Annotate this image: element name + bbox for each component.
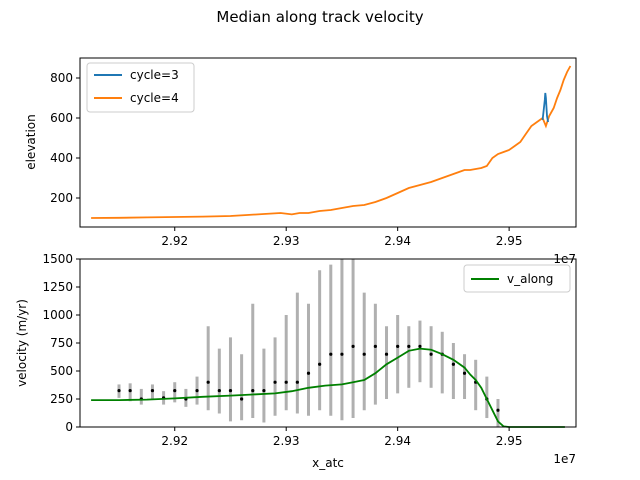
- velocity-measurement-point: [117, 389, 121, 393]
- velocity-measurement-point: [451, 362, 455, 366]
- velocity-measurement-point: [273, 380, 277, 384]
- velocity-x-tick-label: 2.94: [384, 434, 411, 448]
- velocity-measurement-point: [496, 408, 500, 412]
- velocity-legend: v_along: [463, 264, 571, 293]
- velocity-y-tick-label: 1000: [42, 308, 73, 322]
- legend-label-cycle-4: cycle=4: [130, 91, 179, 105]
- velocity-x-tick-label: 2.93: [273, 434, 300, 448]
- suptitle: Median along track velocity: [216, 8, 423, 26]
- velocity-measurement-point: [217, 389, 221, 393]
- elevation-plot-area: [91, 65, 572, 219]
- elevation-x-tick-label: 2.93: [273, 234, 300, 248]
- elevation-y-label: elevation: [24, 114, 38, 170]
- velocity-measurement-point: [418, 344, 422, 348]
- velocity-measurement-point: [407, 344, 411, 348]
- velocity-measurement-point: [228, 389, 233, 393]
- velocity-y-tick-label: 1500: [42, 252, 73, 266]
- elevation-y-tick-label: 800: [50, 71, 73, 85]
- elevation-axes: 2.92 2.93 2.94 2.95 200 400 600 800 elevation 1…: [24, 57, 577, 266]
- velocity-y-tick-label: 250: [50, 392, 73, 406]
- velocity-measurement-point: [173, 389, 177, 393]
- velocity-measurement-point: [240, 397, 244, 401]
- elevation-ticks: 2.92 2.93 2.94 2.95 200 400 600 800: [50, 71, 522, 248]
- velocity-measurement-point: [306, 371, 311, 375]
- velocity-measurement-point: [295, 380, 299, 384]
- elevation-x-tick-label: 2.95: [496, 234, 523, 248]
- velocity-y-tick-label: 500: [50, 364, 73, 378]
- elevation-y-tick-label: 400: [50, 151, 73, 165]
- elevation-x-tick-label: 2.94: [384, 234, 411, 248]
- elevation-x-tick-label: 2.92: [161, 234, 188, 248]
- velocity-y-tick-label: 1250: [42, 280, 73, 294]
- velocity-measurement-point: [329, 352, 333, 356]
- velocity-plot-area: [91, 259, 565, 428]
- series-line-v-along: [91, 347, 565, 428]
- elevation-y-tick-label: 200: [50, 191, 73, 205]
- series-line-cycle-3: [541, 92, 549, 123]
- velocity-x-tick-label: 2.92: [161, 434, 188, 448]
- elevation-legend: cycle=3 cycle=4: [86, 62, 195, 113]
- velocity-measurement-point: [429, 352, 433, 356]
- velocity-y-tick-label: 750: [50, 336, 73, 350]
- velocity-x-offset: 1e7: [553, 452, 576, 466]
- velocity-measurement-point: [351, 344, 355, 348]
- velocity-measurement-point: [251, 389, 255, 393]
- velocity-ticks: 2.92 2.93 2.94 2.95 0 250 500 750 1000 1250 1500: [42, 252, 522, 448]
- velocity-measurement-point: [318, 362, 322, 366]
- velocity-axes: 2.92 2.93 2.94 2.95 0 250 500 750 1000 1250 1500 v…: [15, 252, 577, 470]
- velocity-measurement-point: [340, 352, 344, 356]
- legend-label-v-along: v_along: [507, 272, 553, 286]
- elevation-y-tick-label: 600: [50, 111, 73, 125]
- velocity-measurement-point: [284, 380, 288, 384]
- velocity-measurement-point: [362, 352, 366, 356]
- velocity-measurement-point: [462, 371, 467, 375]
- velocity-y-tick-label: 0: [65, 420, 73, 434]
- velocity-measurement-point: [373, 344, 377, 348]
- velocity-y-label: velocity (m/yr): [15, 299, 29, 387]
- velocity-measurement-point: [262, 389, 266, 393]
- velocity-measurement-point: [128, 389, 132, 393]
- velocity-measurement-point: [206, 380, 210, 384]
- velocity-measurement-point: [150, 389, 155, 393]
- velocity-measurement-point: [384, 352, 389, 356]
- legend-label-cycle-3: cycle=3: [130, 68, 179, 82]
- velocity-x-tick-label: 2.95: [496, 434, 523, 448]
- velocity-legend-box: [463, 264, 571, 293]
- velocity-measurement-point: [195, 389, 199, 393]
- velocity-x-label: x_atc: [312, 456, 344, 470]
- elevation-axes-frame: [79, 57, 577, 228]
- velocity-measurement-point: [396, 344, 400, 348]
